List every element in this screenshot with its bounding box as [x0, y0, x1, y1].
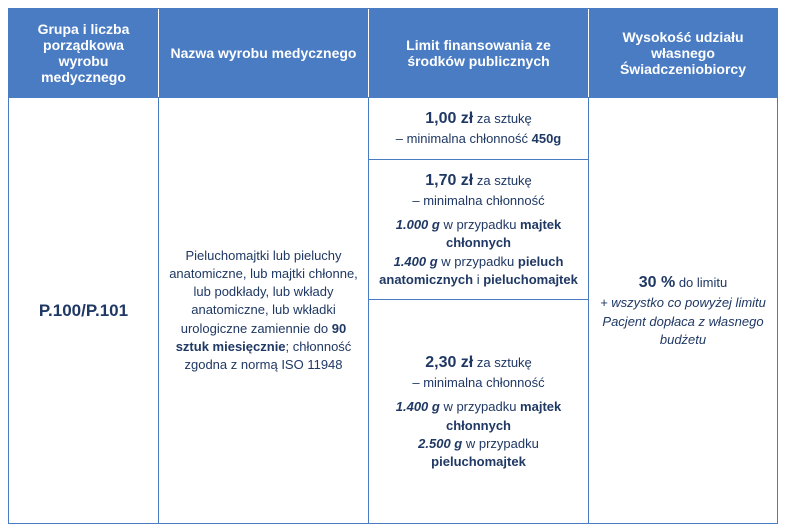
limit1-price: 1,00 zł — [425, 110, 473, 127]
table-body-row: P.100/P.101 Pieluchomajtki lub pieluchy … — [9, 97, 777, 523]
limit2-price: 1,70 zł — [425, 172, 473, 189]
header-limit: Limit finansowania ze środków publicznyc… — [369, 9, 589, 97]
l2d2d: i — [473, 272, 483, 287]
share-pct: 30 % — [639, 274, 675, 291]
l3d1b: w przypadku — [440, 399, 520, 414]
limit2-unit: za sztukę — [473, 173, 532, 188]
l3d2c: pieluchomajtek — [431, 454, 526, 469]
l2d2e: pieluchomajtek — [483, 272, 578, 287]
desc-pre: Pieluchomajtki lub pieluchy anatomiczne,… — [169, 248, 358, 336]
table-header-row: Grupa i liczba porządkowa wyrobu medyczn… — [9, 9, 777, 97]
limit3-sub: – minimalna chłonność — [377, 374, 580, 392]
financing-table: Grupa i liczba porządkowa wyrobu medyczn… — [8, 8, 778, 524]
limit-3: 2,30 zł za sztukę – minimalna chłonność … — [369, 300, 588, 523]
limit3-price: 2,30 zł — [425, 354, 473, 371]
l2d2b: w przypadku — [438, 254, 518, 269]
header-group: Grupa i liczba porządkowa wyrobu medyczn… — [9, 9, 159, 97]
l2d1a: 1.000 g — [396, 217, 440, 232]
header-name: Nazwa wyrobu medycznego — [159, 9, 369, 97]
limit2-sub: – minimalna chłonność — [377, 192, 580, 210]
limit1-sub: – minimalna chłonność — [396, 131, 532, 146]
l2d2a: 1.400 g — [394, 254, 438, 269]
cell-share: 30 % do limitu + wszystko co powyżej lim… — [589, 97, 777, 523]
share-sfx: do limitu — [675, 275, 727, 290]
l3d2a: 2.500 g — [418, 436, 462, 451]
cell-limits: 1,00 zł za sztukę – minimalna chłonność … — [369, 97, 589, 523]
l2d1b: w przypadku — [440, 217, 520, 232]
header-share: Wysokość udziału własnego Świadczeniobio… — [589, 9, 777, 97]
cell-description: Pieluchomajtki lub pieluchy anatomiczne,… — [159, 97, 369, 523]
share-note: + wszystko co powyżej limitu Pacjent dop… — [599, 294, 767, 349]
product-code: P.100/P.101 — [39, 301, 128, 321]
limit1-subb: 450g — [532, 131, 562, 146]
l3d2b: w przypadku — [462, 436, 539, 451]
cell-code: P.100/P.101 — [9, 97, 159, 523]
limit-2: 1,70 zł za sztukę – minimalna chłonność … — [369, 160, 588, 300]
l3d1a: 1.400 g — [396, 399, 440, 414]
limit1-unit: za sztukę — [473, 111, 532, 126]
limit3-unit: za sztukę — [473, 355, 532, 370]
limit-1: 1,00 zł za sztukę – minimalna chłonność … — [369, 98, 588, 160]
